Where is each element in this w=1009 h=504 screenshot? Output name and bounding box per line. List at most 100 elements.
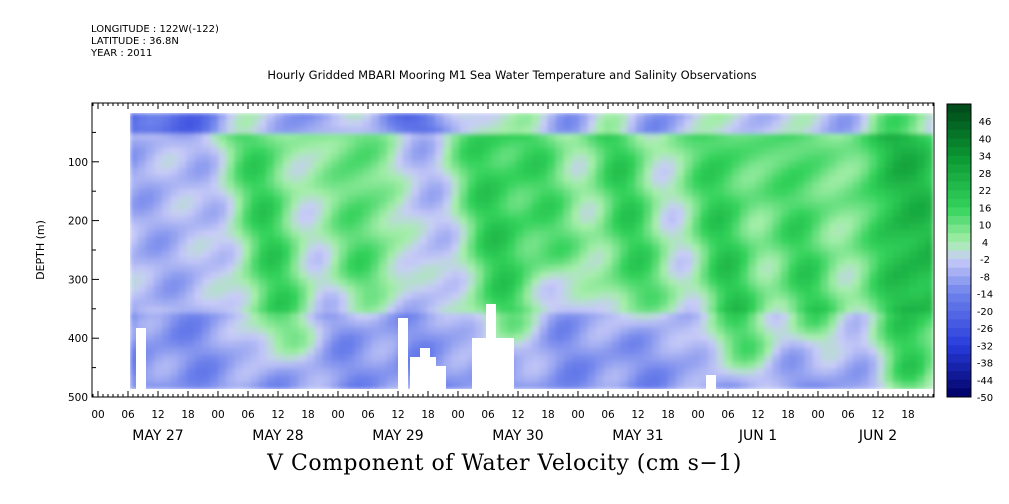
heatmap-cell [435,299,444,307]
heatmap-cell [451,113,460,121]
heatmap-cell [218,264,227,273]
heatmap-cell [788,361,798,369]
heatmap-cell [643,237,653,245]
heatmap-cell [860,257,870,266]
heatmap-cell [708,354,717,362]
heatmap-cell [354,347,364,356]
heatmap-cell [210,299,219,307]
heatmap-cell [354,361,364,369]
heatmap-cell [274,375,284,383]
heatmap-cell [668,278,677,287]
heatmap-cell [908,361,918,369]
heatmap-cell [346,133,356,142]
heatmap-cell [346,257,356,266]
heatmap-cell [242,182,252,190]
heatmap-cell [892,382,902,389]
heatmap-cell [676,230,685,238]
heatmap-cell [555,326,565,335]
heatmap-cell [587,320,597,328]
heatmap-cell [916,202,926,211]
heatmap-cell [539,119,549,128]
heatmap-cell [362,133,372,142]
heatmap-cell [314,375,324,383]
heatmap-cell [884,368,894,376]
heatmap-cell [266,264,276,273]
heatmap-cell [772,340,782,349]
heatmap-cell [170,126,179,135]
heatmap-cell [467,119,476,128]
heatmap-cell [852,244,862,252]
heatmap-cell [250,161,260,169]
heatmap-cell [796,292,806,300]
heatmap-cell [908,320,918,328]
heatmap-cell [507,188,517,197]
heatmap-cell [202,175,211,183]
heatmap-cell [788,375,798,383]
heatmap-cell [210,292,219,300]
heatmap-cell [443,133,452,142]
heatmap-cell [386,382,396,389]
heatmap-cell [852,209,862,218]
heatmap-cell [908,230,918,238]
heatmap-cell [403,251,412,259]
heatmap-cell [611,326,621,335]
heatmap-cell [924,361,933,369]
colorbar-label: 16 [979,203,992,214]
heatmap-cell [684,168,693,176]
heatmap-cell [314,237,324,245]
heatmap-cell [242,292,252,300]
heatmap-cell [451,313,460,321]
heatmap-cell [346,161,356,169]
heatmap-cell [266,140,276,149]
heatmap-cell [692,368,701,376]
heatmap-cell [635,161,645,169]
heatmap-cell [780,154,790,162]
heatmap-cell [868,285,878,293]
heatmap-cell [507,182,517,190]
heatmap-cell [876,119,886,128]
heatmap-cell [563,313,573,321]
heatmap-cell [692,375,701,383]
heatmap-cell [916,333,926,342]
heatmap-cell [338,175,348,183]
heatmap-cell [306,264,316,273]
heatmap-cell [603,175,613,183]
heatmap-cell [587,361,597,369]
heatmap-cell [435,237,444,245]
heatmap-cell [595,161,605,169]
heatmap-cell [154,347,163,356]
heatmap-cell [274,154,284,162]
heatmap-cell [322,147,332,155]
heatmap-cell [370,209,380,218]
heatmap-cell [226,257,235,266]
heatmap-cell [627,244,637,252]
heatmap-cell [515,354,525,362]
colorbar-swatch [947,190,971,200]
heatmap-cell [322,320,332,328]
heatmap-cell [595,368,605,376]
heatmap-cell [700,285,709,293]
heatmap-cell [571,375,581,383]
heatmap-cell [170,168,179,176]
heatmap-cell [804,113,814,121]
heatmap-cell [916,161,926,169]
heatmap-cell [828,347,838,356]
heatmap-cell [403,264,412,273]
heatmap-cell [130,175,139,183]
heatmap-cell [330,340,340,349]
heatmap-cell [659,333,669,342]
heatmap-cell [491,202,500,211]
heatmap-cell [924,271,933,280]
heatmap-cell [627,175,637,183]
heatmap-cell [844,161,854,169]
heatmap-cell [684,251,693,259]
heatmap-cell [483,299,492,307]
heatmap-cell [330,326,340,335]
heatmap-cell [531,216,541,224]
heatmap-cell [764,354,773,362]
heatmap-cell [643,347,653,356]
heatmap-cell [523,354,533,362]
chart-title: Hourly Gridded MBARI Mooring M1 Sea Wate… [267,68,757,82]
colorbar-swatch [947,276,971,286]
heatmap-cell [772,126,782,135]
